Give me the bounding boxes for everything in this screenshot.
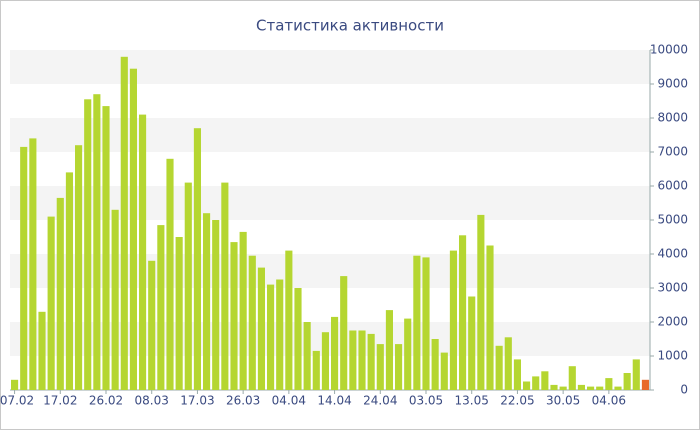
x-tick-label: 03.05 (409, 394, 443, 408)
bar (385, 310, 393, 390)
bar (239, 231, 247, 390)
bar (184, 182, 192, 390)
bar (285, 250, 293, 390)
y-tick-label: 10000 (650, 43, 688, 57)
chart-title: Статистика активности (256, 17, 444, 35)
bar (276, 279, 284, 390)
bar (587, 386, 595, 390)
bar (614, 386, 622, 390)
bar (75, 145, 83, 390)
bar (129, 68, 137, 390)
bar (550, 384, 558, 390)
y-tick-label: 5000 (657, 213, 688, 227)
y-tick-label: 6000 (657, 179, 688, 193)
bar (11, 379, 19, 390)
bar (230, 242, 238, 390)
bar (221, 182, 229, 390)
bar (459, 235, 467, 390)
bar (102, 106, 110, 390)
x-tick-label: 26.02 (89, 394, 123, 408)
bar (257, 267, 265, 390)
y-tick-label: 4000 (657, 247, 688, 261)
bar (513, 359, 521, 390)
bar (477, 214, 485, 390)
bar (376, 344, 384, 390)
bar (294, 288, 302, 390)
grid-stripe (10, 118, 650, 152)
bar (38, 311, 46, 390)
bar (449, 250, 457, 390)
bar (641, 379, 649, 390)
bar (267, 284, 275, 390)
bar (203, 213, 211, 390)
bar (29, 138, 37, 390)
grid-stripe (10, 50, 650, 84)
bar (148, 260, 156, 390)
y-tick-label: 8000 (657, 111, 688, 125)
bar (367, 333, 375, 390)
bar (312, 350, 320, 390)
bar (605, 378, 613, 390)
bar (541, 371, 549, 390)
bar (486, 245, 494, 390)
bar (193, 128, 201, 390)
bar (413, 255, 421, 390)
bar (65, 172, 73, 390)
bar (84, 99, 92, 391)
bar (577, 384, 585, 390)
x-tick-label: 04.06 (592, 394, 626, 408)
bar (568, 366, 576, 390)
bar (532, 376, 540, 390)
x-tick-label: 08.03 (135, 394, 169, 408)
bar (175, 237, 183, 390)
x-tick-label: 07.02 (0, 394, 34, 408)
x-tick-label: 17.03 (180, 394, 214, 408)
bar (111, 209, 119, 390)
bar (157, 225, 165, 390)
bar (440, 352, 448, 390)
bar (358, 330, 366, 390)
x-tick-label: 14.04 (317, 394, 351, 408)
x-tick-label: 26.03 (226, 394, 260, 408)
x-tick-label: 22.05 (500, 394, 534, 408)
bar (166, 158, 174, 390)
bar (623, 373, 631, 390)
bar (349, 330, 357, 390)
x-tick-label: 17.02 (43, 394, 77, 408)
bar (93, 94, 101, 390)
bar (596, 386, 604, 390)
x-tick-label: 24.04 (363, 394, 397, 408)
bar (248, 255, 256, 390)
y-tick-label: 0 (680, 383, 688, 397)
bar (139, 114, 147, 390)
bar (212, 220, 220, 390)
bar (504, 337, 512, 390)
bar (523, 381, 531, 390)
x-tick-label: 04.04 (272, 394, 306, 408)
bar (340, 276, 348, 390)
bar (20, 146, 28, 390)
bar (632, 359, 640, 390)
y-tick-label: 1000 (657, 349, 688, 363)
bar (120, 56, 128, 391)
bar (331, 316, 339, 390)
bar (468, 296, 476, 390)
y-tick-label: 2000 (657, 315, 688, 329)
y-tick-label: 9000 (657, 77, 688, 91)
y-tick-label: 3000 (657, 281, 688, 295)
bar (47, 216, 55, 390)
x-tick-label: 30.05 (546, 394, 580, 408)
bar (404, 318, 412, 390)
bar (321, 332, 329, 390)
bar (395, 344, 403, 390)
bar (495, 345, 503, 390)
bar (422, 257, 430, 390)
bar (303, 322, 311, 390)
bar (431, 339, 439, 390)
x-tick-label: 13.05 (455, 394, 489, 408)
bar (56, 197, 64, 390)
bar (559, 386, 567, 390)
y-tick-label: 7000 (657, 145, 688, 159)
